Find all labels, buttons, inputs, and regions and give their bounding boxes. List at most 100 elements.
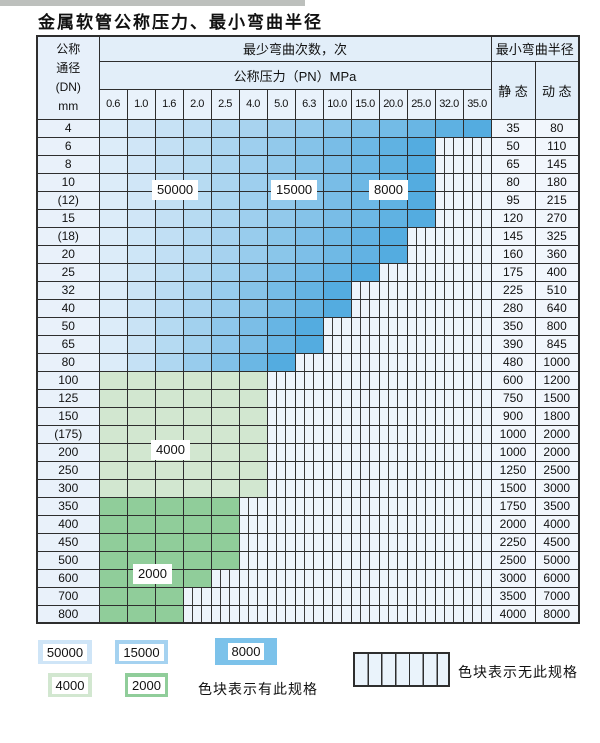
legend-item-2000: 2000 xyxy=(125,673,168,697)
spec-cell xyxy=(406,136,436,156)
spec-cell xyxy=(378,154,408,174)
no-spec-cell xyxy=(322,316,352,336)
spec-cell xyxy=(98,424,128,444)
no-spec-cell xyxy=(350,316,380,336)
no-spec-cell xyxy=(350,424,380,444)
dynamic-radius-cell: 400 xyxy=(534,262,580,282)
spec-cell xyxy=(98,244,128,264)
dynamic-radius-cell: 2000 xyxy=(534,424,580,444)
spec-cell xyxy=(126,532,156,552)
no-spec-cell xyxy=(378,460,408,480)
no-spec-cell xyxy=(378,262,408,282)
spec-cell xyxy=(238,118,268,138)
dynamic-radius-cell: 3500 xyxy=(534,496,580,516)
spec-cell xyxy=(182,280,212,300)
spec-cell xyxy=(210,154,240,174)
page-title: 金属软管公称压力、最小弯曲半径 xyxy=(38,13,323,33)
no-spec-cell xyxy=(350,442,380,462)
no-spec-cell xyxy=(322,406,352,426)
no-spec-cell xyxy=(434,424,464,444)
spec-cell xyxy=(98,136,128,156)
spec-cell xyxy=(462,118,492,138)
dn-header-cell: 公称 通径 (DN) mm xyxy=(36,35,100,120)
spec-cell xyxy=(182,208,212,228)
spec-cell xyxy=(98,154,128,174)
spec-cell xyxy=(210,316,240,336)
spec-cell xyxy=(98,298,128,318)
no-spec-cell xyxy=(434,388,464,408)
dynamic-radius-cell: 145 xyxy=(534,154,580,174)
no-spec-cell xyxy=(462,370,492,390)
no-spec-cell xyxy=(406,352,436,372)
spec-cell xyxy=(98,388,128,408)
spec-cell xyxy=(350,118,380,138)
no-spec-cell xyxy=(406,604,436,624)
no-spec-cell xyxy=(406,316,436,336)
spec-cell xyxy=(406,208,436,228)
legend-item-label: 50000 xyxy=(42,643,88,661)
spec-cell xyxy=(98,190,128,210)
spec-cell xyxy=(98,280,128,300)
dynamic-radius-cell: 800 xyxy=(534,316,580,336)
spec-cell xyxy=(98,496,128,516)
no-spec-cell xyxy=(322,424,352,444)
spec-cell xyxy=(210,244,240,264)
no-spec-cell xyxy=(294,406,324,426)
table-row: 100 600 1200 xyxy=(36,370,580,390)
dn-cell: 450 xyxy=(36,532,100,552)
table-row: (175) 1000 2000 xyxy=(36,424,580,444)
spec-cell xyxy=(98,514,128,534)
spec-cell xyxy=(294,334,324,354)
spec-cell xyxy=(210,172,240,192)
spec-cell xyxy=(210,190,240,210)
spec-cell xyxy=(294,226,324,246)
spec-cell xyxy=(126,190,156,210)
table-row: 40 280 640 xyxy=(36,298,580,318)
spec-cell xyxy=(238,424,268,444)
no-spec-cell xyxy=(238,550,268,570)
spec-cell xyxy=(126,298,156,318)
spec-cell xyxy=(238,460,268,480)
spec-cell xyxy=(126,388,156,408)
spec-cell xyxy=(322,154,352,174)
static-radius-cell: 1000 xyxy=(490,442,536,462)
dynamic-radius-cell: 80 xyxy=(534,118,580,138)
no-spec-cell xyxy=(434,136,464,156)
spec-cell xyxy=(210,460,240,480)
spec-cell xyxy=(154,208,184,228)
dn-header-lines: 公称 通径 (DN) mm xyxy=(38,40,98,116)
dn-cell: 20 xyxy=(36,244,100,264)
spec-cell xyxy=(238,442,268,462)
spec-cell xyxy=(210,208,240,228)
no-spec-cell xyxy=(462,388,492,408)
dynamic-radius-cell: 8000 xyxy=(534,604,580,624)
dynamic-radius-cell: 5000 xyxy=(534,550,580,570)
no-spec-cell xyxy=(406,226,436,246)
region-label-15000: 15000 xyxy=(271,180,318,200)
spec-cell xyxy=(154,604,184,624)
spec-cell xyxy=(210,118,240,138)
spec-cell xyxy=(126,154,156,174)
no-spec-cell xyxy=(294,568,324,588)
no-spec-cell xyxy=(238,514,268,534)
static-radius-cell: 1750 xyxy=(490,496,536,516)
dynamic-radius-cell: 4000 xyxy=(534,514,580,534)
spec-cell xyxy=(322,244,352,264)
no-spec-cell xyxy=(434,586,464,606)
no-spec-cell xyxy=(462,604,492,624)
table-row: 700 3500 7000 xyxy=(36,586,580,606)
dynamic-radius-cell: 4500 xyxy=(534,532,580,552)
spec-cell xyxy=(406,172,436,192)
no-spec-cell xyxy=(406,298,436,318)
no-spec-cell xyxy=(434,334,464,354)
pressure-tick: 25.0 xyxy=(406,88,436,120)
no-spec-cell xyxy=(322,442,352,462)
no-spec-cell xyxy=(294,604,324,624)
no-spec-cell xyxy=(434,550,464,570)
no-spec-cell xyxy=(238,604,268,624)
no-spec-cell xyxy=(462,568,492,588)
static-radius-cell: 225 xyxy=(490,280,536,300)
no-spec-cell xyxy=(294,586,324,606)
spec-cell xyxy=(294,244,324,264)
